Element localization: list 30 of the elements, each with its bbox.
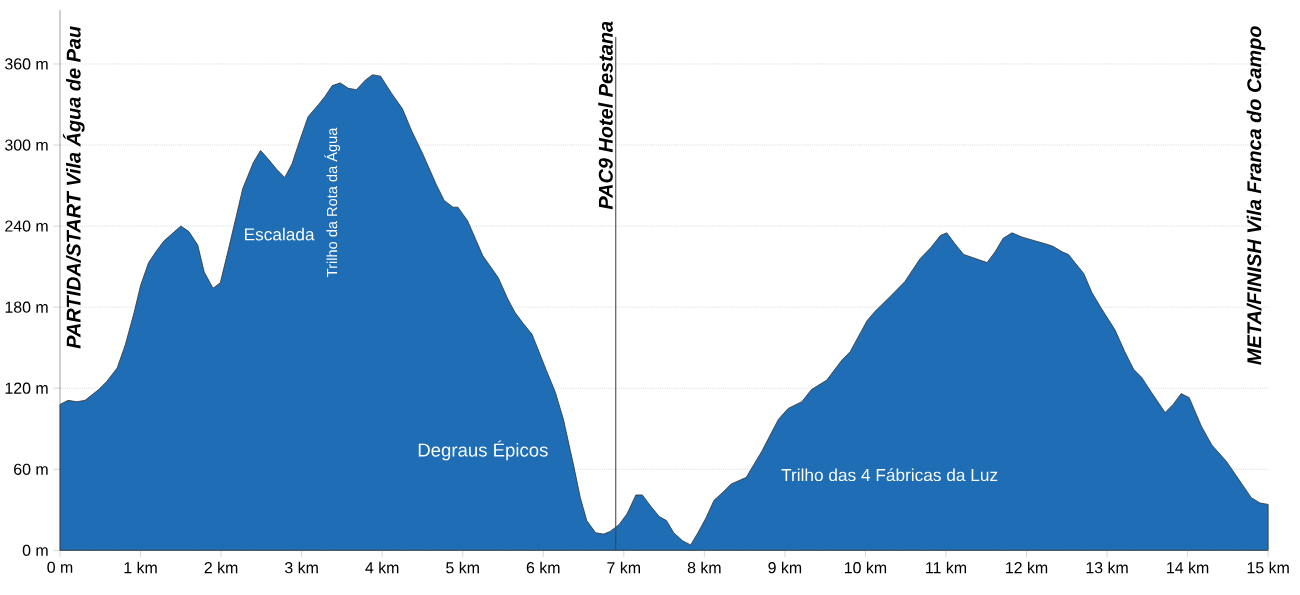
x-tick-label: 7 km (607, 561, 640, 574)
y-tick-label: 360 m (5, 58, 48, 70)
annotation: PARTIDA/START Vila Água de Pau (62, 26, 85, 349)
x-tick-label: 3 km (284, 561, 318, 574)
x-tick-label: 15 km (1247, 561, 1289, 574)
annotation: Degraus Épicos (418, 440, 548, 461)
x-tick-label: 11 km (926, 561, 967, 574)
annotation: Escalada (245, 227, 315, 241)
x-tick-label: 10 km (844, 561, 887, 574)
x-tick-label: 0 m (47, 561, 73, 573)
y-tick-label: 300 m (5, 139, 48, 151)
y-tick-label: 0 m (22, 544, 48, 556)
ref-line-label: PAC9 Hotel Pestana (598, 21, 613, 210)
y-tick-label: 60 m (14, 463, 48, 475)
x-tick-label: 4 km (365, 561, 399, 574)
x-tick-label: 2 km (204, 561, 238, 574)
annotation: Trilho da Rota da Água (324, 127, 341, 277)
y-tick-label: 240 m (5, 220, 48, 232)
x-tick-label: 13 km (1086, 561, 1128, 574)
x-tick-label: 5 km (446, 561, 479, 574)
y-tick-label: 180 m (5, 301, 48, 313)
annotation: Trilho das 4 Fábricas da Luz (781, 468, 998, 482)
x-tick-label: 14 km (1167, 561, 1209, 574)
annotation: META/FINISH Vila Franca do Campo (1246, 26, 1266, 365)
x-tick-label: 12 km (1006, 561, 1048, 574)
x-tick-label: 9 km (768, 561, 802, 574)
y-tick-label: 120 m (5, 382, 48, 394)
x-tick-label: 1 km (124, 561, 157, 574)
x-tick-label: 8 km (687, 561, 721, 574)
x-tick-label: 6 km (526, 561, 560, 574)
